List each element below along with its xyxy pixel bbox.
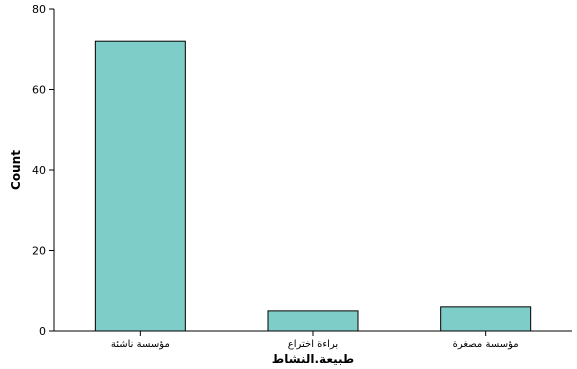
y-tick-label: 40 (32, 164, 46, 177)
x-axis-title: طبيعة.النشاط (272, 352, 354, 366)
bar (440, 306, 532, 332)
y-axis-ticks: 0 20 40 60 80 (32, 3, 54, 338)
bar (267, 310, 359, 332)
bars (94, 40, 532, 332)
y-tick-label: 80 (32, 3, 46, 16)
y-axis-title: Count (9, 150, 23, 190)
x-tick-label: مؤسسة ناشئة (111, 339, 170, 350)
y-tick-label: 60 (32, 84, 46, 97)
y-tick-label: 20 (32, 245, 46, 258)
x-tick-label: مؤسسة مصغرة (453, 339, 519, 350)
x-axis-tick-labels: مؤسسة ناشئة براءة اختراع مؤسسة مصغرة (111, 331, 519, 350)
x-tick-label: براءة اختراع (288, 339, 338, 350)
y-tick-label: 0 (39, 325, 46, 338)
bar (94, 40, 186, 332)
